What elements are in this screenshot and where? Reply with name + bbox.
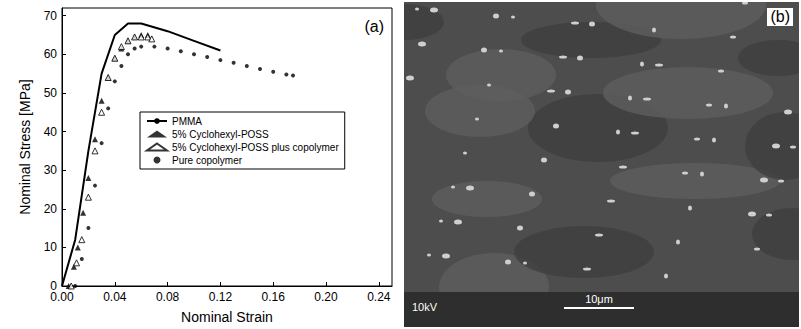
html-text:10kV: 10kV [412, 301, 438, 313]
svg-text:0.20: 0.20 [314, 290, 338, 304]
svg-text:0.04: 0.04 [103, 290, 127, 304]
html-text:10μm: 10μm [585, 293, 613, 305]
svg-text:0.24: 0.24 [367, 290, 391, 304]
svg-text:Nominal Stress [MPa]: Nominal Stress [MPa] [17, 79, 33, 214]
svg-text:60: 60 [44, 47, 58, 61]
svg-text:40: 40 [44, 125, 58, 139]
svg-text:0.00: 0.00 [50, 290, 74, 304]
svg-text:0.12: 0.12 [209, 290, 233, 304]
svg-text:5% Cyclohexyl-POSS: 5% Cyclohexyl-POSS [172, 129, 269, 140]
svg-text:0: 0 [50, 279, 57, 293]
svg-text:PMMA: PMMA [172, 116, 202, 127]
svg-text:5% Cyclohexyl-POSS plus copoly: 5% Cyclohexyl-POSS plus copolymer [172, 142, 339, 153]
svg-text:Nominal Strain: Nominal Strain [181, 309, 273, 325]
svg-text:10: 10 [44, 240, 58, 254]
html-text:(b): (b) [770, 8, 790, 25]
svg-text:30: 30 [44, 163, 58, 177]
svg-text:0.16: 0.16 [262, 290, 286, 304]
svg-text:(a): (a) [364, 18, 384, 35]
svg-text:70: 70 [44, 9, 58, 23]
svg-text:50: 50 [44, 86, 58, 100]
svg-text:Pure copolymer: Pure copolymer [172, 155, 243, 166]
svg-text:0.08: 0.08 [156, 290, 180, 304]
svg-text:20: 20 [44, 202, 58, 216]
